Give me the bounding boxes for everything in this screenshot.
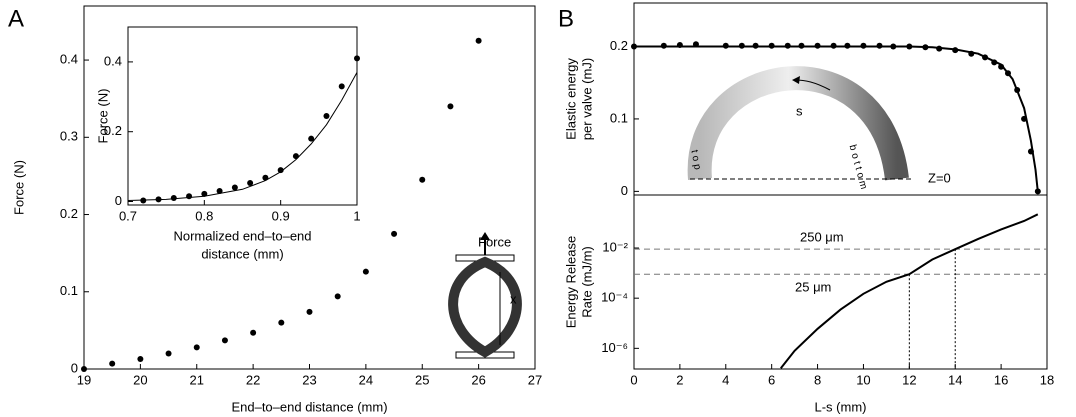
x-tick-label: 0	[630, 372, 637, 387]
annotation: bottom	[847, 144, 870, 194]
y-tick-label: 0	[115, 193, 122, 208]
annotation: s	[796, 103, 803, 118]
data-point	[334, 293, 341, 300]
y-tick-label: 0.4	[104, 53, 122, 68]
axes-frame	[127, 26, 358, 206]
data-point	[109, 360, 116, 367]
data-point	[193, 344, 200, 351]
data-point	[201, 190, 208, 197]
data-line	[780, 213, 1039, 369]
x-tick-label: 10	[856, 372, 870, 387]
data-point	[308, 135, 315, 142]
x-tick-label: 21	[190, 372, 204, 387]
data-point	[165, 350, 172, 357]
x-tick-label: 23	[302, 372, 316, 387]
panel-label: A	[8, 5, 24, 32]
y-axis-label: Energy Release	[563, 236, 578, 329]
y-axis-label: Rate (mJ/m)	[579, 246, 594, 318]
x-tick-label: 14	[948, 372, 962, 387]
data-line	[634, 45, 1039, 192]
data-point	[277, 167, 284, 174]
data-point	[354, 55, 360, 62]
y-tick-label: 0	[71, 360, 78, 375]
annotation: top	[688, 149, 703, 173]
axes-frame	[633, 194, 1048, 370]
x-axis-label: distance (mm)	[201, 246, 283, 261]
y-axis-label: per valve (mJ)	[579, 58, 594, 140]
data-point	[391, 230, 398, 237]
x-tick-label: 16	[994, 372, 1008, 387]
x-axis-label: Normalized end–to–end	[173, 228, 311, 243]
y-tick-label: 0.1	[610, 110, 628, 125]
data-point	[475, 37, 482, 44]
y-tick-label: 10⁻⁶	[601, 340, 628, 355]
data-point	[338, 83, 345, 90]
panel-label: B	[558, 5, 574, 32]
y-tick-label: 10⁻⁴	[601, 290, 628, 305]
x-tick-label: 18	[1040, 372, 1054, 387]
x-tick-label: 22	[246, 372, 260, 387]
x-tick-label: 12	[902, 372, 916, 387]
data-point	[306, 308, 313, 315]
x-tick-label: 26	[471, 372, 485, 387]
data-line	[127, 72, 358, 201]
x-tick-label: 27	[528, 372, 542, 387]
x-tick-label: 4	[722, 372, 729, 387]
x-tick-label: 19	[77, 372, 91, 387]
annotation: x	[510, 291, 517, 306]
data-point	[170, 195, 177, 202]
y-tick-label: 0	[621, 183, 628, 198]
data-point	[216, 188, 223, 195]
y-tick-label: 0.4	[60, 52, 78, 67]
data-point	[278, 319, 285, 326]
x-tick-label: 25	[415, 372, 429, 387]
x-tick-label: 2	[676, 372, 683, 387]
y-axis-label: Elastic energy	[563, 58, 578, 140]
annotation: 250 μm	[800, 229, 844, 244]
data-point	[323, 113, 330, 119]
shell-arch	[687, 66, 912, 181]
y-tick-label: 10⁻²	[602, 239, 628, 254]
data-point	[221, 337, 228, 344]
data-point	[81, 366, 87, 372]
y-tick-label: 0.2	[104, 123, 122, 138]
y-tick-label: 0.3	[60, 129, 78, 144]
x-tick-label: 1	[353, 208, 360, 223]
x-tick-label: 0.8	[195, 208, 213, 223]
x-tick-label: 0.9	[272, 208, 290, 223]
data-point	[419, 176, 426, 183]
data-point	[447, 103, 454, 110]
x-tick-label: 0.7	[119, 208, 137, 223]
data-point	[362, 268, 369, 275]
annotation: Z=0	[928, 170, 951, 185]
data-point	[137, 355, 144, 362]
x-axis-label: End–to–end distance (mm)	[231, 399, 387, 414]
data-point	[250, 329, 257, 336]
y-axis-label: Force (N)	[11, 160, 26, 215]
data-point	[292, 153, 299, 160]
x-axis-label: L-s (mm)	[815, 399, 867, 414]
x-tick-label: 6	[768, 372, 775, 387]
y-tick-label: 0.2	[60, 206, 78, 221]
y-tick-label: 0.2	[610, 38, 628, 53]
data-point	[247, 180, 254, 187]
y-tick-label: 0.1	[60, 283, 78, 298]
annotation: Force	[478, 234, 511, 249]
data-point	[231, 184, 238, 191]
valve-diagram	[448, 232, 522, 359]
y-axis-label: Force (N)	[95, 89, 110, 144]
annotation: 25 μm	[795, 279, 831, 294]
x-tick-label: 8	[814, 372, 821, 387]
data-point	[186, 193, 193, 200]
x-tick-label: 24	[359, 372, 373, 387]
x-tick-label: 20	[133, 372, 147, 387]
